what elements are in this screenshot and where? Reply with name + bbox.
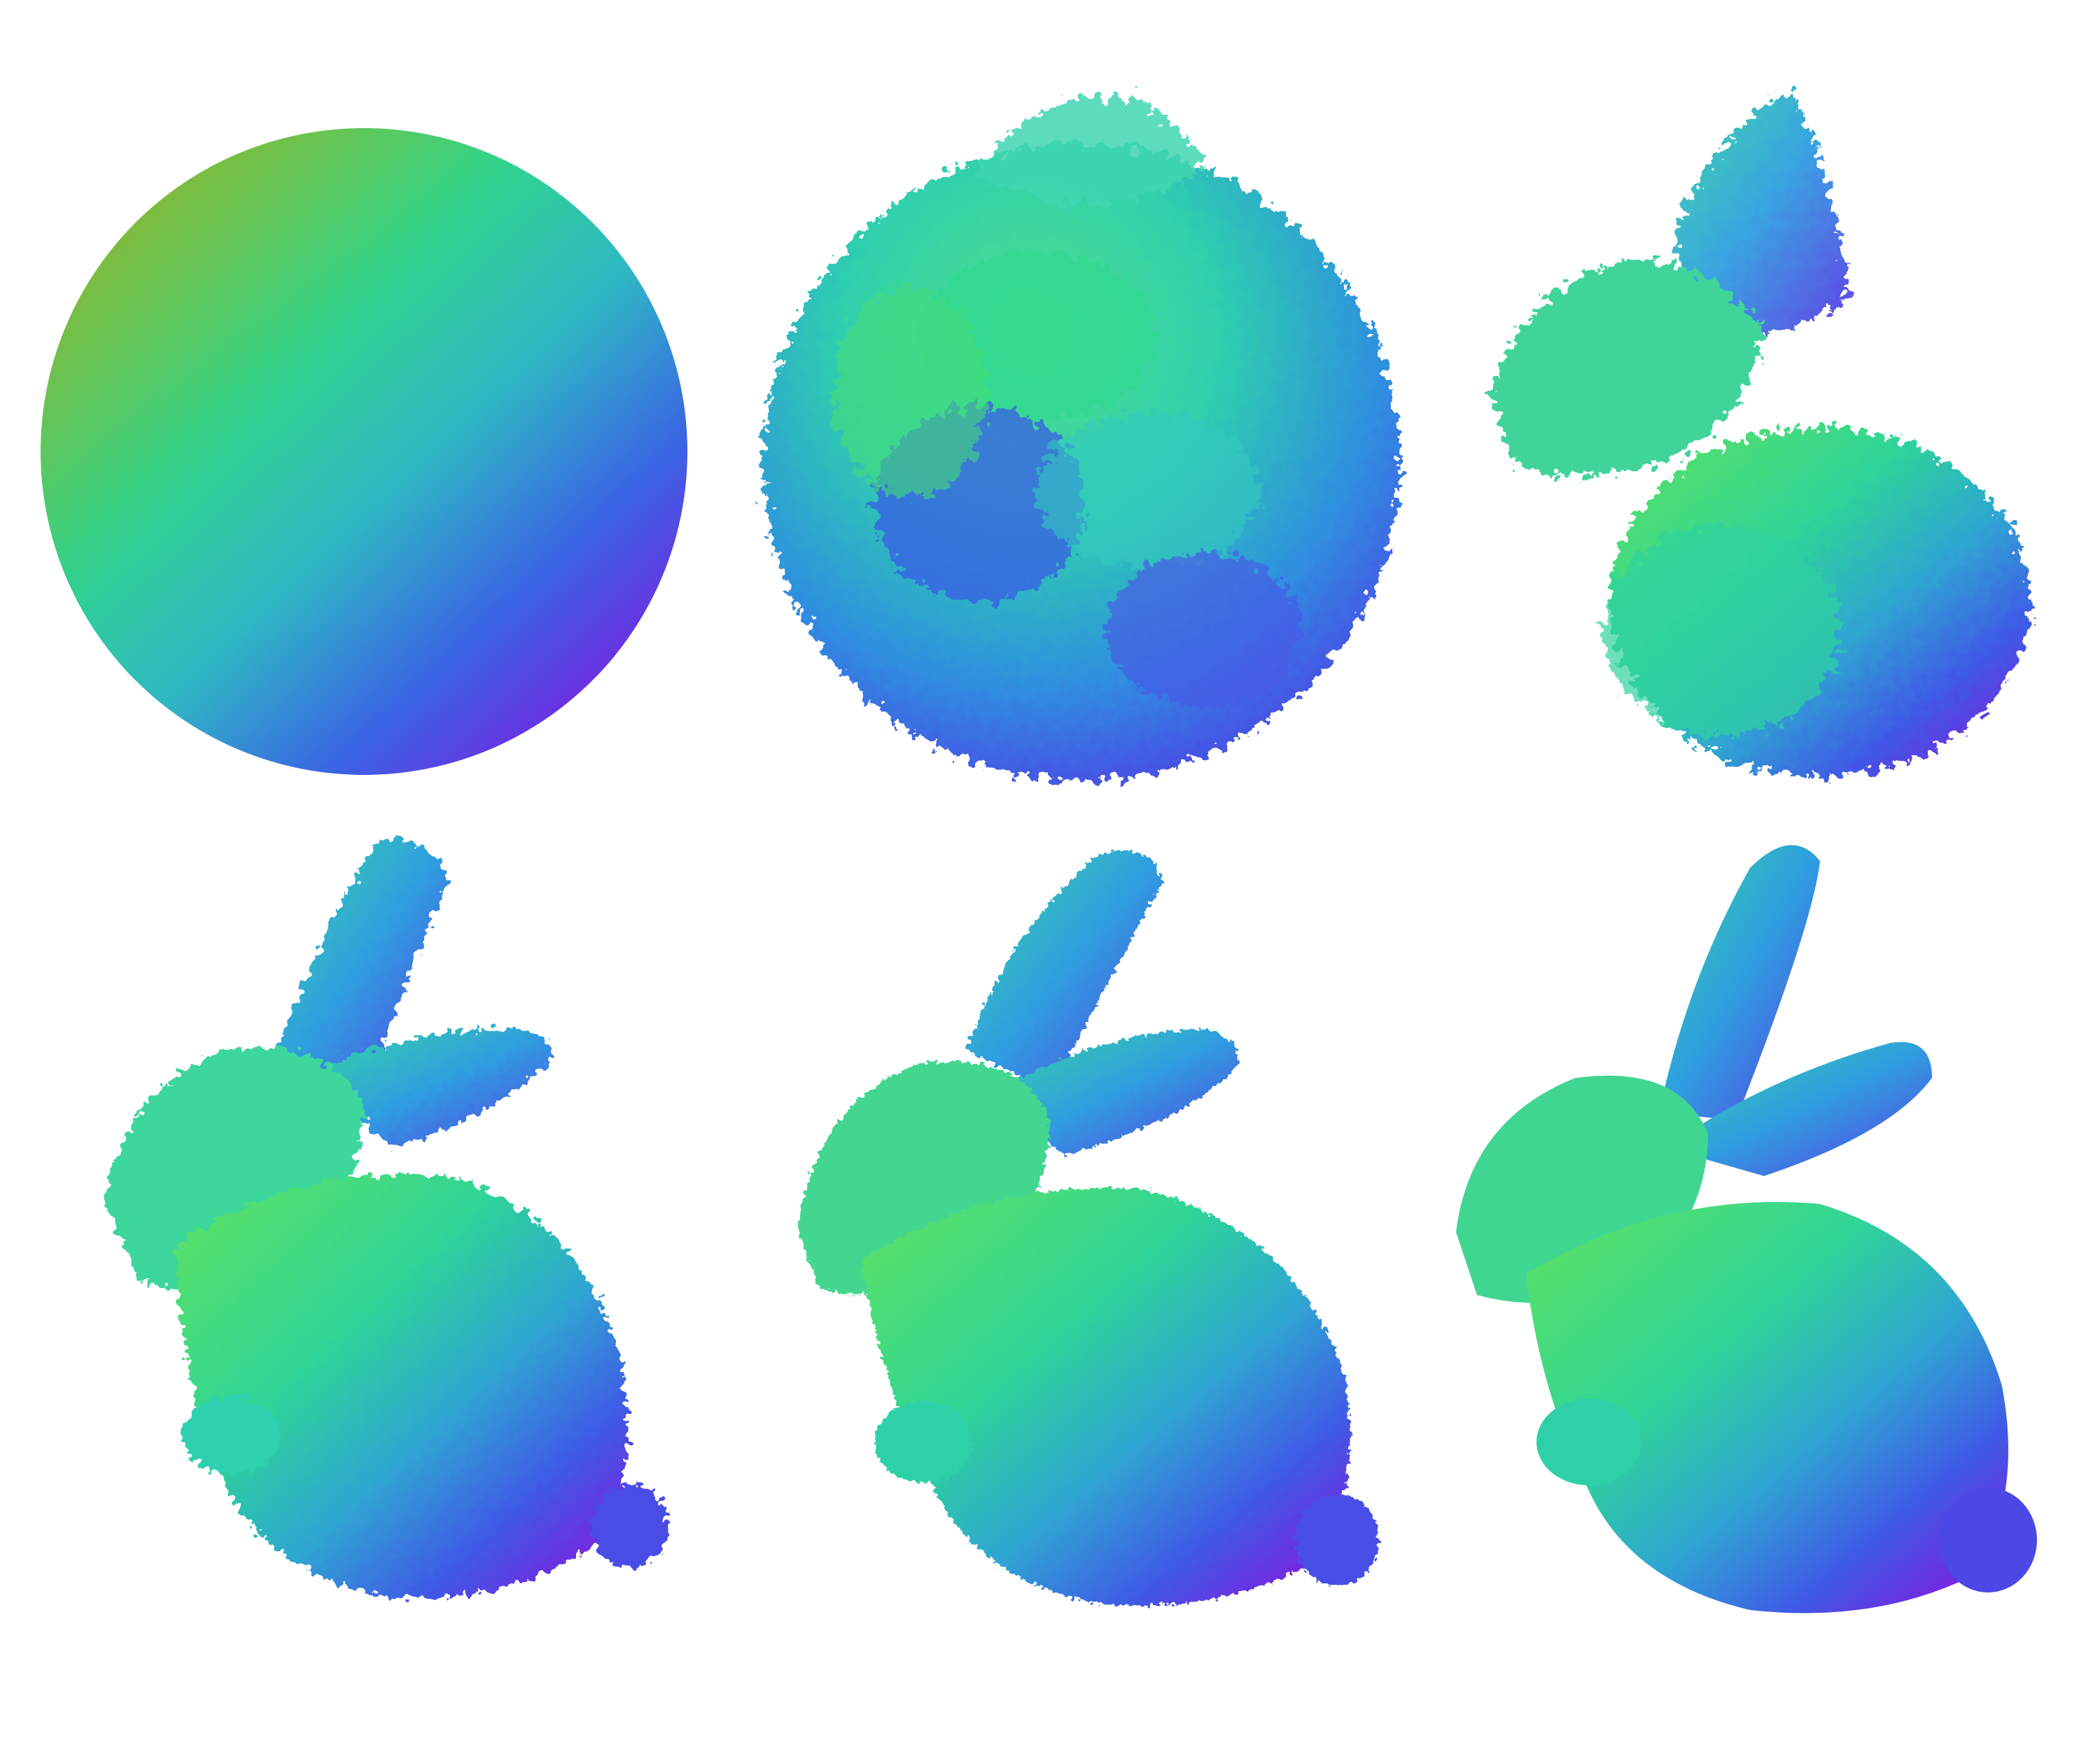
blob-top-fringe	[973, 96, 1204, 204]
panel-blob-early	[763, 96, 1400, 780]
coarse-bunny-foot	[182, 1396, 280, 1474]
sphere-rim-shading	[41, 128, 687, 775]
rough-bunny-head	[1491, 259, 1764, 476]
smooth-bunny-ear-1	[1659, 845, 1820, 1120]
smooth-bunny-body	[1526, 1202, 2008, 1614]
smooth-bunny-ear-2	[1666, 1042, 1932, 1176]
blob-lump-4	[1106, 553, 1302, 707]
panel-bunny-splat-fine	[798, 850, 1379, 1606]
fine-bunny-ear-2	[994, 1029, 1239, 1155]
panel-bunny-splat-coarse	[105, 839, 668, 1599]
smooth-bunny-foot	[1536, 1399, 1642, 1485]
fine-bunny-ear-1	[966, 850, 1162, 1092]
fine-bunny-tail	[1295, 1494, 1379, 1586]
fine-bunny-foot	[875, 1401, 973, 1483]
rough-bunny-haunch	[1603, 525, 1841, 735]
blob-lump-5	[833, 287, 987, 497]
panel-bunny-smooth	[1456, 845, 2037, 1614]
panel-bunny-rough	[1491, 91, 2030, 777]
coarse-bunny-body	[175, 1174, 627, 1599]
coarse-bunny-ear-2	[308, 1028, 553, 1148]
fine-bunny-body	[861, 1188, 1350, 1606]
panel-sphere-init	[41, 128, 687, 775]
blob-lump-3	[1036, 413, 1260, 567]
coarse-bunny-tail	[592, 1484, 668, 1568]
rough-bunny-ear	[1673, 91, 1848, 335]
coarse-bunny-ear-1	[273, 839, 448, 1092]
smooth-bunny-tail	[1939, 1488, 2037, 1592]
